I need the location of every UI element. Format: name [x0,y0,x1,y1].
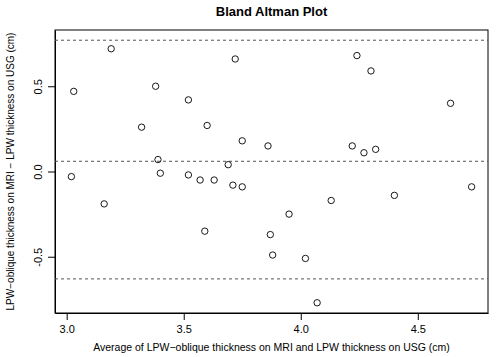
point [71,88,77,94]
x-tick: 3.5 [177,313,192,335]
y-axis-line [55,31,56,314]
point [286,211,292,217]
point [349,143,355,149]
y-tick: -0.5 [32,248,55,267]
point [185,172,191,178]
point [101,201,107,207]
point [185,97,191,103]
reference-line [55,161,488,162]
point [232,56,238,62]
point [225,161,231,167]
y-tick: 0.5 [32,79,55,94]
y-axis: -0.5 0.0 0.5 [32,31,56,314]
point [197,177,203,183]
y-tick-label: 0.0 [32,164,44,179]
y-tick-label: -0.5 [32,248,44,267]
y-tick-mark [48,86,55,87]
x-tick-mark [67,313,68,320]
point [269,252,275,258]
point [202,228,208,234]
point [204,122,210,128]
x-tick-label: 3.0 [60,323,75,335]
x-tick-mark [418,313,419,320]
point [108,46,114,52]
title: Bland Altman Plot [216,4,328,19]
x-axis-title: Average of LPW−oblique thickness on MRI … [93,341,450,353]
x-tick-mark [301,313,302,320]
point [328,197,334,203]
point [138,124,144,130]
x-tick-label: 3.5 [177,323,192,335]
y-axis-title: LPW−oblique thickness on MRI − LPW thick… [5,33,16,311]
x-tick-label: 4.0 [294,323,309,335]
point [267,231,273,237]
point [468,184,474,190]
point [230,182,236,188]
reference-line [55,278,488,279]
x-tick: 3.0 [60,313,75,335]
point [265,143,271,149]
point [239,138,245,144]
x-tick: 4.5 [411,313,426,335]
x-tick: 4.0 [294,313,309,335]
point [157,170,163,176]
marks [55,40,488,306]
point [361,150,367,156]
y-tick-mark [48,257,55,258]
y-tick: 0.0 [32,164,55,179]
point [354,52,360,58]
point [239,184,245,190]
x-tick-label: 4.5 [411,323,426,335]
y-tick-mark [48,172,55,173]
y-tick-label: 0.5 [32,79,44,94]
x-axis-line [56,313,489,314]
x-tick-mark [184,313,185,320]
point [368,68,374,74]
plot: 3.0 3.5 4.0 4.5 -0.5 0.0 0.5 [32,30,489,335]
point [152,83,158,89]
point [391,192,397,198]
point [314,300,320,306]
point [155,156,161,162]
point [211,177,217,183]
point [447,100,453,106]
plot-frame [55,30,488,313]
x-axis: 3.0 3.5 4.0 4.5 [56,313,489,335]
reference-line [55,40,488,41]
chart: 3.0 3.5 4.0 4.5 -0.5 0.0 0.5 Bland Altman Plot A… [0,0,500,357]
point [68,173,74,179]
point [302,255,308,261]
point [372,146,378,152]
